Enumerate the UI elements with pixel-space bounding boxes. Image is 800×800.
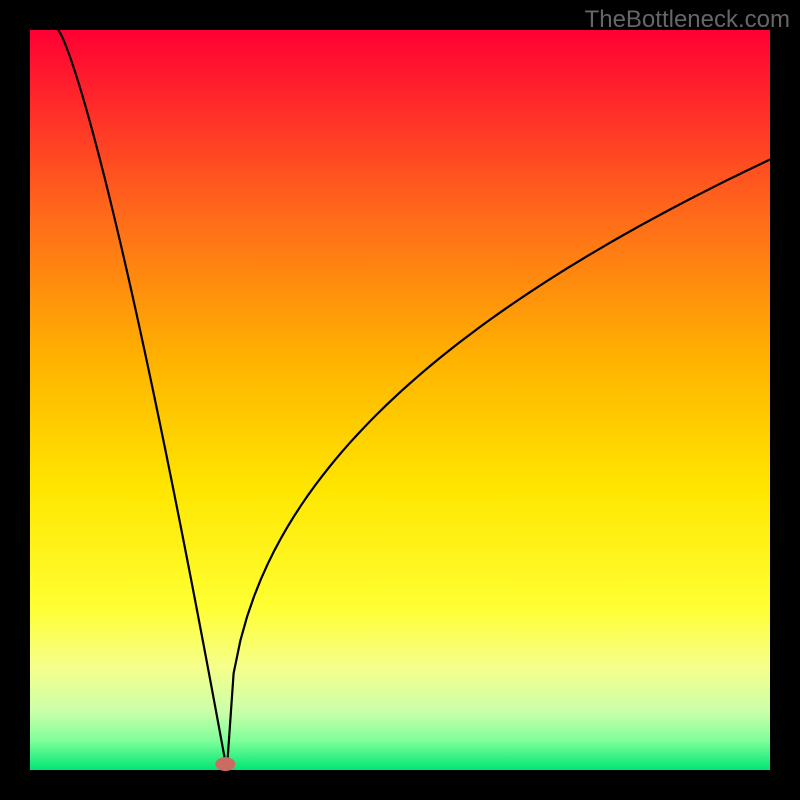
watermark-text: TheBottleneck.com <box>585 6 790 34</box>
bottleneck-chart <box>0 0 800 800</box>
apex-marker <box>215 757 235 771</box>
plot-background <box>30 30 770 770</box>
chart-container: TheBottleneck.com <box>0 0 800 800</box>
